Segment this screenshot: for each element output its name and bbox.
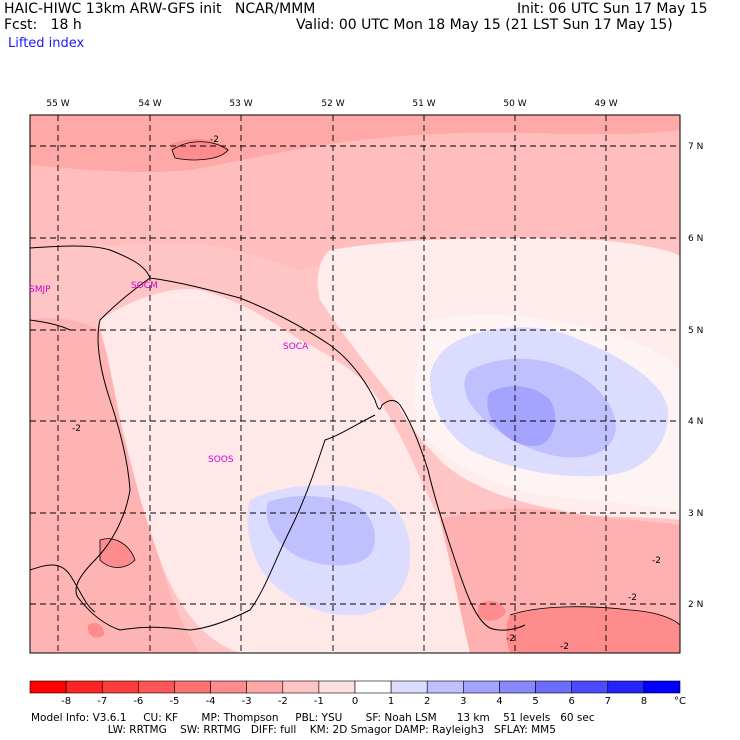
lat-label: 4 N	[688, 417, 703, 427]
colorbar-tick-label: -7	[97, 696, 107, 707]
lat-label: 5 N	[688, 326, 703, 336]
colorbar-swatch	[607, 680, 645, 694]
footer-line-1: Model Info: V3.6.1 CU: KF MP: Thompson P…	[31, 712, 595, 724]
contour-label: -2	[628, 593, 637, 603]
contour-label: -2	[652, 556, 661, 566]
colorbar-tick-label: 2	[424, 696, 430, 707]
colorbar-tick-label: 0	[352, 696, 358, 707]
lon-label: 52 W	[321, 99, 344, 109]
colorbar-swatch	[246, 680, 284, 694]
colorbar-swatch	[535, 680, 572, 694]
colorbar-tick-label: -8	[61, 696, 71, 707]
border-west	[29, 564, 96, 613]
colorbar-tick-label: 6	[568, 696, 574, 707]
border-south	[119, 414, 376, 631]
colorbar-tick-label: 4	[496, 696, 502, 707]
lat-label: 7 N	[688, 142, 703, 152]
map-frame	[29, 114, 681, 654]
lon-label: 51 W	[412, 99, 435, 109]
colorbar	[29, 680, 681, 694]
lon-label: 55 W	[46, 99, 69, 109]
lon-label: 49 W	[594, 99, 617, 109]
lon-label: 50 W	[503, 99, 526, 109]
colorbar-tick-label: -2	[278, 696, 288, 707]
colorbar-tick-label: -3	[242, 696, 252, 707]
colorbar-swatch	[210, 680, 247, 694]
colorbar-swatch	[463, 680, 500, 694]
field-name: Lifted index	[8, 36, 85, 51]
colorbar-swatch	[29, 680, 67, 694]
colorbar-tick-label: 8	[641, 696, 647, 707]
colorbar-swatch	[101, 680, 139, 694]
colorbar-tick-label: 3	[460, 696, 466, 707]
contour-label: -2	[560, 642, 569, 652]
contour-label: -2	[210, 135, 219, 145]
init-time: Init: 06 UTC Sun 17 May 15	[517, 1, 708, 17]
border-northwest	[29, 319, 71, 331]
colorbar-tick-label: 5	[532, 696, 538, 707]
station-label: SOCA	[283, 342, 309, 352]
colorbar-swatch	[174, 680, 211, 694]
colorbar-swatch	[282, 680, 320, 694]
colorbar-unit: °C	[674, 696, 686, 707]
contour-line	[99, 538, 136, 568]
colorbar-swatch	[426, 680, 464, 694]
colorbar-tick-label: 1	[388, 696, 394, 707]
west-darker-region	[30, 318, 200, 653]
title-left: HAIC-HIWC 13km ARW-GFS init NCAR/MMM	[4, 1, 316, 17]
contour-label: -2	[506, 634, 515, 644]
colorbar-swatch	[138, 680, 175, 694]
coastline	[29, 245, 526, 631]
footer-line-2: LW: RRTMG SW: RRTMG DIFF: full KM: 2D Sm…	[31, 724, 556, 736]
lon-label: 53 W	[229, 99, 252, 109]
colorbar-tick-label: -6	[133, 696, 143, 707]
colorbar-swatch	[571, 680, 609, 694]
colorbar-swatch	[643, 680, 681, 694]
colorbar-swatch	[354, 680, 392, 694]
colorbar-swatch	[318, 680, 356, 694]
colorbar-swatch	[65, 680, 103, 694]
west-blob	[100, 538, 135, 568]
forecast-hour: Fcst: 18 h	[4, 17, 82, 33]
lon-label: 54 W	[138, 99, 161, 109]
colorbar-ticks: -8 -7 -6 -5 -4 -3 -2 -1 0 1 2 3 4 5 6 7 8	[61, 696, 647, 707]
border-suriname-guyane	[75, 277, 151, 631]
southeast-small-blob	[478, 600, 506, 621]
colorbar-swatch	[499, 680, 536, 694]
colorbar-tick-label: -4	[206, 696, 216, 707]
colorbar-swatch	[390, 680, 428, 694]
contour-line	[509, 606, 681, 626]
colorbar-tick-label: -5	[169, 696, 179, 707]
west-small-blob	[88, 623, 105, 638]
lat-lon-grid	[30, 115, 680, 653]
station-label: SOCM	[131, 281, 158, 291]
station-label: SOOS	[208, 455, 234, 465]
colorbar-tick-label: -1	[314, 696, 324, 707]
positive-blob-east-core	[487, 386, 556, 446]
lat-label: 3 N	[688, 509, 703, 519]
southeast-blob	[506, 606, 680, 653]
lat-label: 2 N	[688, 600, 703, 610]
lat-label: 6 N	[688, 234, 703, 244]
colorbar-tick-label: 7	[605, 696, 611, 707]
station-label: SMJP	[29, 285, 51, 295]
contour-label: -2	[72, 424, 81, 434]
valid-time: Valid: 00 UTC Mon 18 May 15 (21 LST Sun …	[296, 17, 673, 33]
contour-line	[171, 141, 229, 161]
